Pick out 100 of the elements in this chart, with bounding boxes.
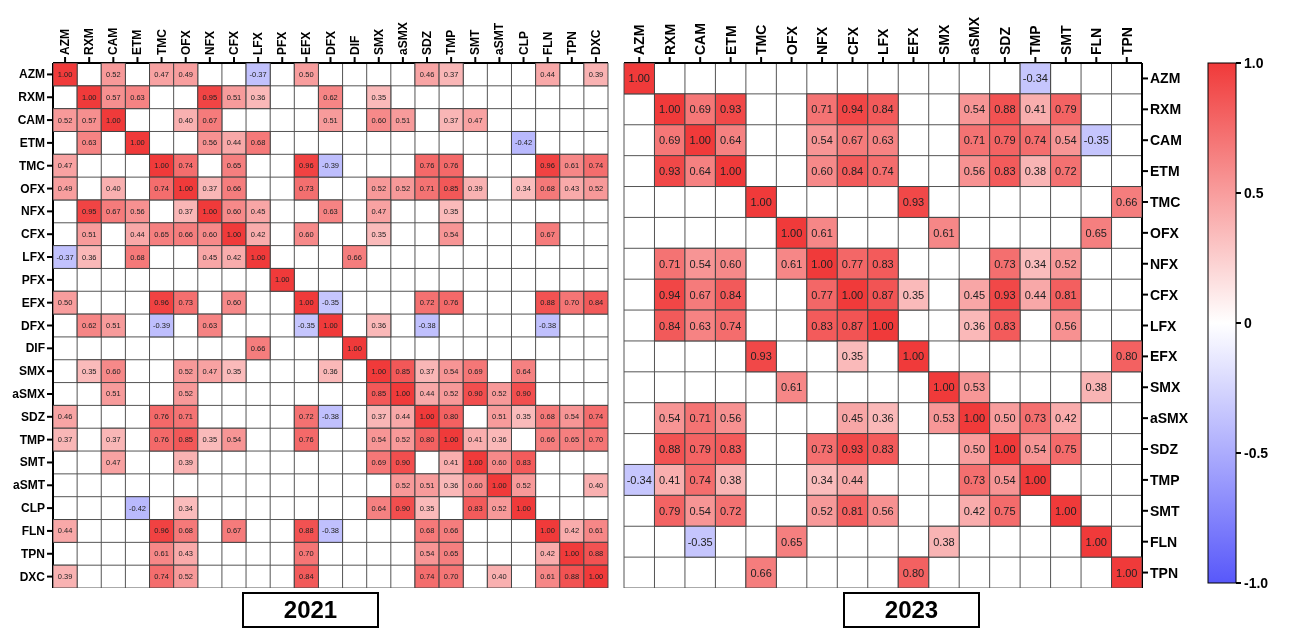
data-label: -0.34 bbox=[626, 473, 652, 486]
data-label: 0.71 bbox=[689, 412, 711, 425]
data-label: 0.54 bbox=[1055, 134, 1077, 147]
x-tick-label: OFX bbox=[178, 30, 193, 55]
x-tick-label: SDZ bbox=[996, 26, 1013, 55]
data-label: 0.75 bbox=[994, 504, 1016, 517]
x-tick-label: RXM bbox=[82, 28, 97, 55]
data-label: -0.35 bbox=[1083, 134, 1109, 147]
x-tick-label: FLN bbox=[540, 31, 555, 55]
data-label: 0.38 bbox=[1024, 165, 1047, 178]
data-label: 1.00 bbox=[902, 350, 925, 363]
data-label: 0.88 bbox=[658, 443, 681, 456]
data-label: 0.74 bbox=[719, 319, 742, 332]
data-label: 0.64 bbox=[719, 134, 742, 147]
x-tick-label: NFX bbox=[202, 31, 217, 55]
y-tick-label: SMX bbox=[1150, 379, 1181, 396]
y-tick-label: TPN bbox=[1150, 564, 1178, 581]
data-label: 0.54 bbox=[963, 103, 986, 116]
y-tick-label: CFX bbox=[21, 227, 45, 242]
data-label: 0.93 bbox=[750, 350, 772, 363]
y-tick-label: TMP bbox=[19, 432, 45, 447]
data-label: 0.83 bbox=[811, 319, 833, 332]
data-label: 0.77 bbox=[841, 257, 864, 270]
data-label: 0.56 bbox=[872, 504, 894, 517]
y-tick-label: FLN bbox=[21, 523, 45, 538]
x-tick-label: NFX bbox=[814, 26, 831, 55]
x-tick-label: CFX bbox=[226, 31, 241, 55]
data-label: 0.42 bbox=[1055, 412, 1077, 425]
y-tick-label: SMT bbox=[1150, 502, 1180, 519]
x-tick-label: TMP bbox=[1027, 25, 1044, 55]
data-label: 0.83 bbox=[719, 443, 742, 456]
data-label: 0.93 bbox=[658, 165, 681, 178]
y-tick-label: CAM bbox=[1150, 132, 1182, 149]
data-label: -0.34 bbox=[1022, 72, 1048, 85]
y-tick-label: LFX bbox=[22, 250, 45, 265]
data-label: 1.00 bbox=[689, 134, 711, 147]
data-label: 1.00 bbox=[719, 165, 742, 178]
data-label: 0.54 bbox=[994, 473, 1016, 486]
data-label: 0.74 bbox=[689, 473, 711, 486]
x-tick-label: EFX bbox=[299, 31, 314, 55]
data-label: 0.53 bbox=[963, 381, 986, 394]
x-tick-label: FLN bbox=[1088, 27, 1105, 55]
data-label: 1.00 bbox=[933, 381, 955, 394]
data-label: 0.73 bbox=[963, 473, 986, 486]
y-tick-label: ETM bbox=[19, 135, 45, 150]
data-label: 1.00 bbox=[628, 72, 650, 85]
x-tick-label: AZM bbox=[631, 24, 648, 55]
data-label: 0.71 bbox=[658, 257, 681, 270]
data-label: -0.35 bbox=[687, 535, 713, 548]
data-label: 0.52 bbox=[811, 504, 833, 517]
y-tick-label: AZM bbox=[19, 67, 45, 82]
data-label: 0.69 bbox=[658, 134, 681, 147]
data-label: 0.61 bbox=[933, 226, 955, 239]
data-label: 0.60 bbox=[719, 257, 742, 270]
data-label: 0.74 bbox=[1024, 134, 1047, 147]
data-label: 0.63 bbox=[872, 134, 894, 147]
data-label: 0.83 bbox=[994, 319, 1016, 332]
y-tick-label: TMC bbox=[1150, 193, 1181, 210]
x-tick-label: SMT bbox=[1057, 25, 1074, 55]
data-label: 0.53 bbox=[933, 412, 955, 425]
data-label: 0.73 bbox=[811, 443, 833, 456]
data-label: 0.80 bbox=[1116, 350, 1138, 363]
x-tick-label: ETM bbox=[130, 29, 145, 55]
y-tick-label: RXM bbox=[18, 90, 45, 105]
data-label: 0.79 bbox=[994, 134, 1016, 147]
x-tick-label: CFX bbox=[844, 26, 861, 55]
data-label: 0.84 bbox=[872, 103, 894, 116]
x-tick-label: SDZ bbox=[420, 31, 435, 55]
y-tick-label: CLP bbox=[21, 501, 45, 516]
color-bar-label: -1.0 bbox=[1244, 575, 1269, 591]
y-tick-label: TMP bbox=[1150, 471, 1180, 488]
y-tick-label: aSMT bbox=[12, 478, 46, 493]
y-tick-label: SMX bbox=[18, 364, 45, 379]
x-tick-label: RXM bbox=[661, 23, 678, 55]
x-tick-label: TPN bbox=[564, 31, 579, 55]
data-label: 0.79 bbox=[689, 443, 711, 456]
data-label: 0.35 bbox=[841, 350, 864, 363]
data-label: 0.54 bbox=[689, 257, 711, 270]
data-label: 0.52 bbox=[1055, 257, 1077, 270]
data-label: 1.00 bbox=[841, 288, 864, 301]
data-label: 0.38 bbox=[719, 473, 742, 486]
data-label: 0.94 bbox=[841, 103, 864, 116]
data-label: 0.79 bbox=[658, 504, 681, 517]
data-label: 0.71 bbox=[963, 134, 986, 147]
x-tick-label: SMT bbox=[468, 29, 483, 55]
data-label: 0.72 bbox=[1055, 165, 1077, 178]
data-label: 0.42 bbox=[963, 504, 986, 517]
x-tick-label: LFX bbox=[251, 32, 266, 55]
data-label: 0.71 bbox=[811, 103, 833, 116]
data-label: 0.61 bbox=[811, 226, 833, 239]
y-tick-label: DXC bbox=[19, 569, 46, 584]
data-label: 1.00 bbox=[780, 226, 803, 239]
data-label: 0.50 bbox=[963, 443, 986, 456]
data-label: 0.41 bbox=[1024, 103, 1047, 116]
data-label: 0.80 bbox=[902, 566, 925, 579]
data-label: 0.54 bbox=[658, 412, 681, 425]
data-label: 0.38 bbox=[933, 535, 955, 548]
color-bar-label: -0.5 bbox=[1244, 445, 1269, 461]
y-tick-label: SDZ bbox=[1150, 441, 1179, 458]
y-tick-label: EFX bbox=[1150, 348, 1178, 365]
